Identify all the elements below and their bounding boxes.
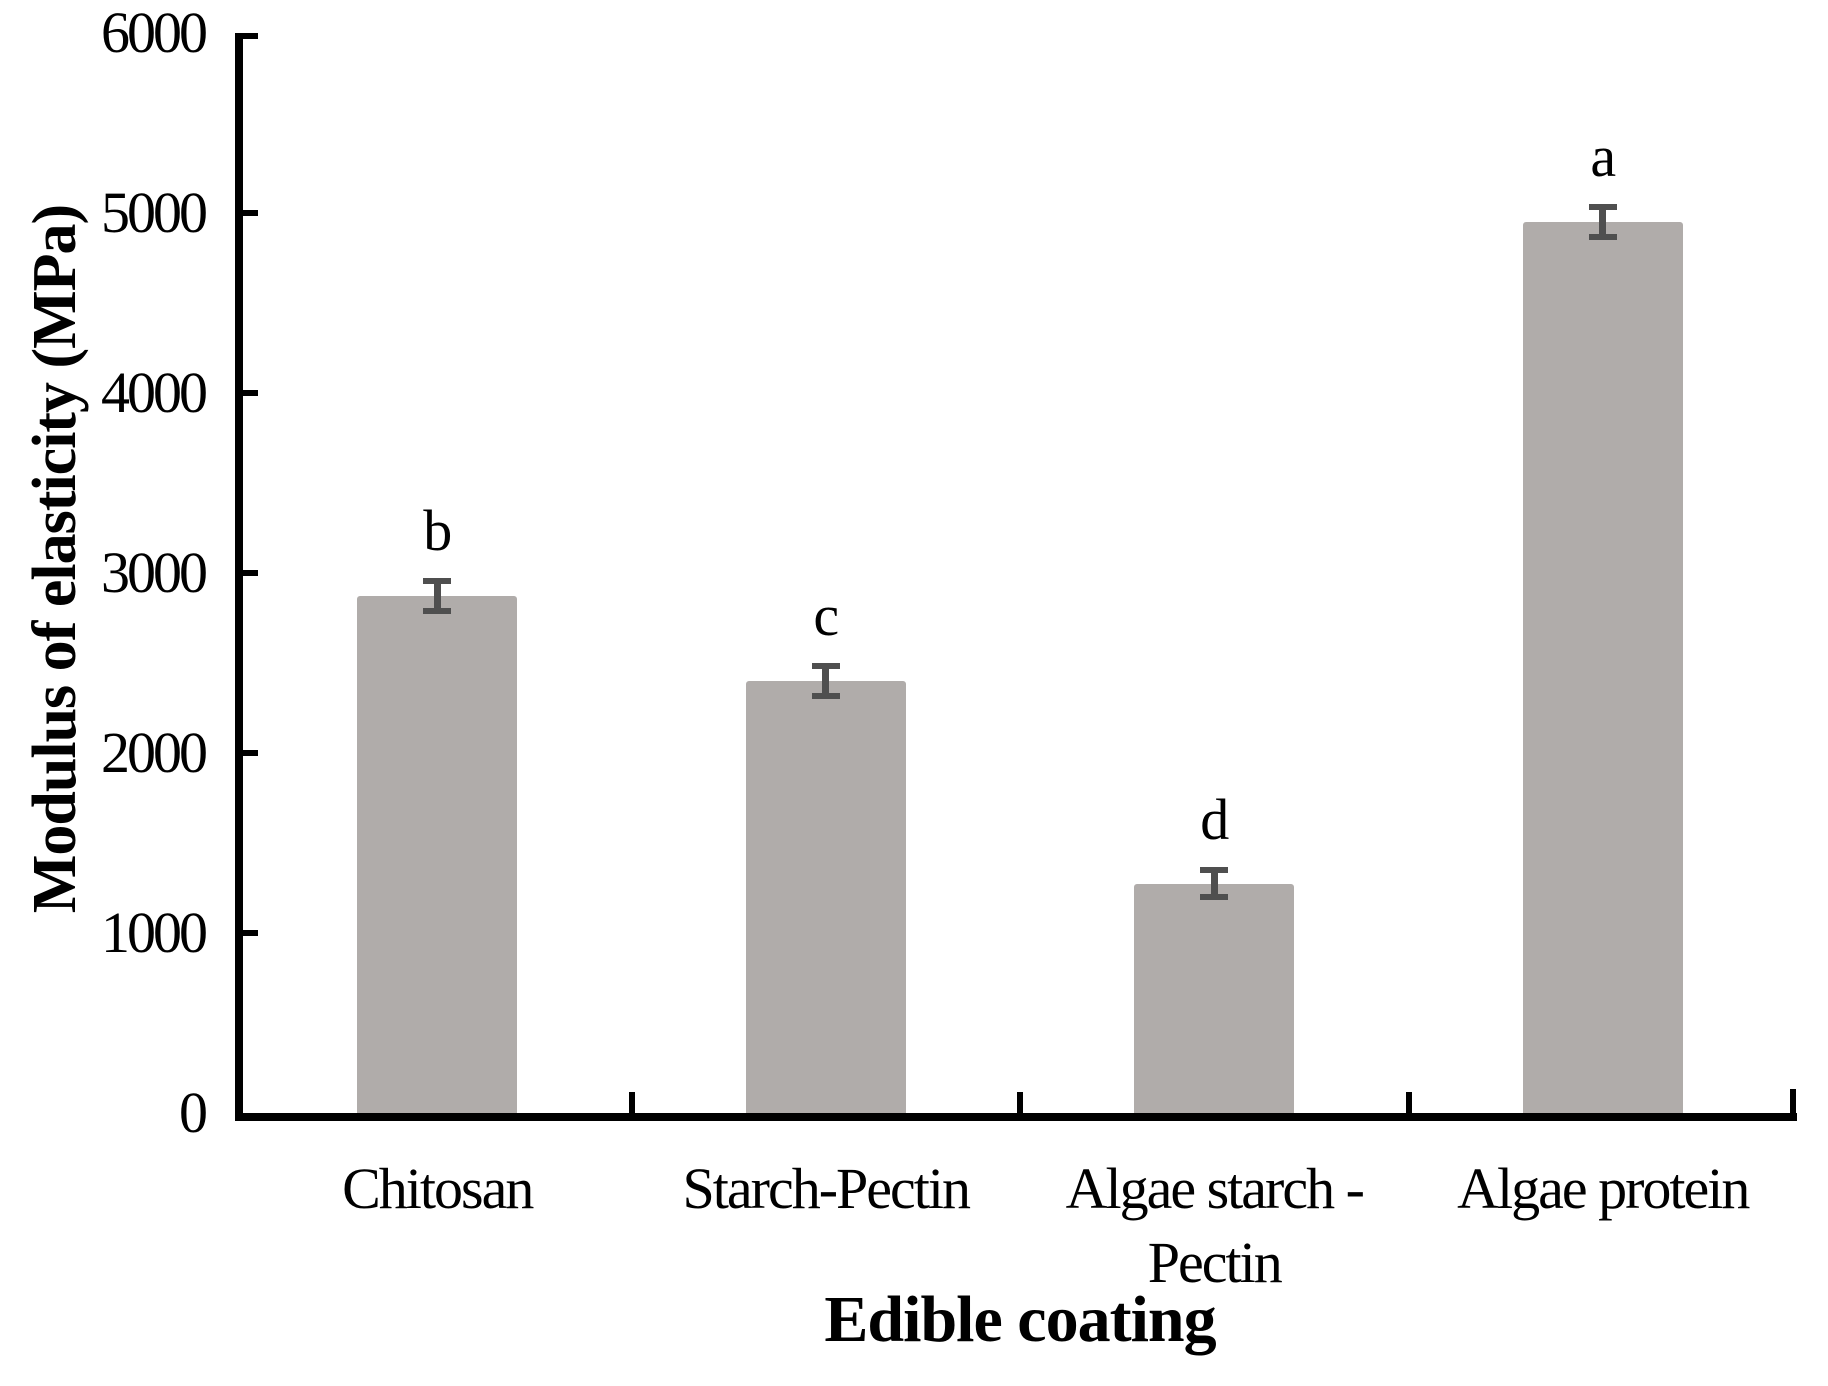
significance-letter-a: a xyxy=(1590,124,1616,189)
category-label-line: Algae starch - xyxy=(1065,1156,1365,1221)
y-axis-tick-1000 xyxy=(243,930,258,936)
error-bar-1 xyxy=(423,577,452,614)
y-axis-tick-4000 xyxy=(243,390,258,396)
significance-letter-c: c xyxy=(813,583,839,648)
y-axis-tick-3000 xyxy=(243,570,258,576)
y-tick-label-0: 0 xyxy=(179,1080,208,1145)
y-tick-label-1000: 1000 xyxy=(101,900,208,965)
x-axis-title: Edible coating xyxy=(824,1283,1216,1356)
error-bar-2 xyxy=(811,663,840,699)
error-bar-cap-bottom xyxy=(1200,893,1229,900)
bar-starch-pectin xyxy=(745,681,906,1113)
y-axis-tick-5000 xyxy=(243,210,258,216)
bar-algae-starch-pectin xyxy=(1134,883,1295,1113)
significance-letter-d: d xyxy=(1200,787,1229,853)
y-axis-tick-2000 xyxy=(243,750,258,756)
error-bar-line xyxy=(1599,204,1607,240)
error-bar-cap-bottom xyxy=(811,693,840,699)
error-bar-cap-top xyxy=(1588,204,1617,210)
x-axis-end-tick xyxy=(1790,1089,1796,1113)
y-axis-tick-6000 xyxy=(243,33,258,39)
category-label-line: Algae protein xyxy=(1457,1156,1750,1221)
x-axis-tick-1 xyxy=(628,1092,635,1113)
bar-algae-protein xyxy=(1522,222,1683,1113)
significance-letter-b: b xyxy=(423,497,452,563)
plot-area: b c d a xyxy=(235,33,1797,1121)
category-label-3: Algae starch - Pectin xyxy=(1004,1152,1424,1300)
y-tick-label-2000: 2000 xyxy=(101,720,208,785)
y-tick-label-4000: 4000 xyxy=(101,360,208,425)
error-bar-cap-bottom xyxy=(423,607,452,614)
y-tick-label-3000: 3000 xyxy=(101,540,208,605)
error-bar-line xyxy=(822,663,830,699)
category-label-4: Algae protein xyxy=(1393,1152,1813,1226)
error-bar-cap-top xyxy=(811,663,840,669)
error-bar-cap-top xyxy=(423,577,452,584)
category-label-line: Starch-Pectin xyxy=(682,1156,971,1221)
category-label-line: Chitosan xyxy=(342,1156,534,1221)
error-bar-line xyxy=(433,577,441,614)
category-label-2: Starch-Pectin xyxy=(616,1152,1036,1226)
y-tick-label-5000: 5000 xyxy=(101,180,208,245)
x-axis-tick-2 xyxy=(1017,1092,1023,1113)
error-bar-line xyxy=(1210,867,1218,900)
error-bar-3 xyxy=(1200,867,1229,900)
x-axis-tick-3 xyxy=(1405,1092,1412,1113)
category-label-line: Pectin xyxy=(1147,1230,1283,1295)
bar-chitosan xyxy=(357,595,518,1113)
category-label-1: Chitosan xyxy=(227,1152,647,1226)
error-bar-cap-bottom xyxy=(1588,234,1617,240)
y-tick-label-6000: 6000 xyxy=(101,0,208,65)
error-bar-4 xyxy=(1588,204,1617,240)
error-bar-cap-top xyxy=(1200,867,1229,874)
